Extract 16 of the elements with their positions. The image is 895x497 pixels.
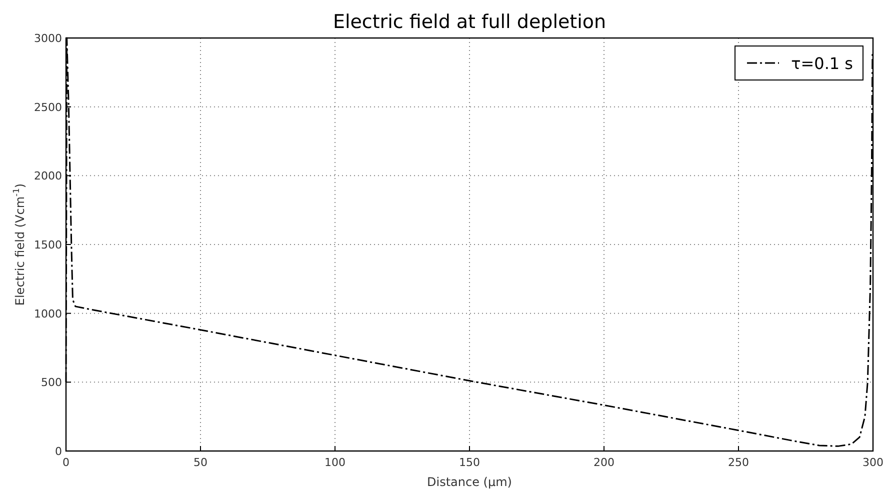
- x-tick-label: 300: [862, 456, 884, 469]
- y-tick-label: 500: [41, 376, 62, 390]
- x-axis-title: Distance (µm): [427, 475, 512, 489]
- chart-title: Electric field at full depletion: [332, 11, 606, 33]
- y-tick-label: 3000: [34, 32, 62, 45]
- y-tick-label: 1000: [34, 307, 62, 320]
- legend-label: τ=0.1 s: [791, 54, 853, 73]
- y-tick-label: 1500: [34, 238, 62, 252]
- x-tick-label: 250: [728, 456, 749, 469]
- x-tick-label: 150: [459, 456, 480, 469]
- y-tick-label: 2000: [34, 170, 62, 183]
- x-tick-label: 200: [594, 456, 614, 469]
- x-tick-label: 50: [194, 456, 208, 469]
- x-tick-label: 100: [324, 456, 346, 469]
- y-tick-label: 2500: [34, 100, 62, 114]
- y-tick-label: 0: [55, 445, 62, 458]
